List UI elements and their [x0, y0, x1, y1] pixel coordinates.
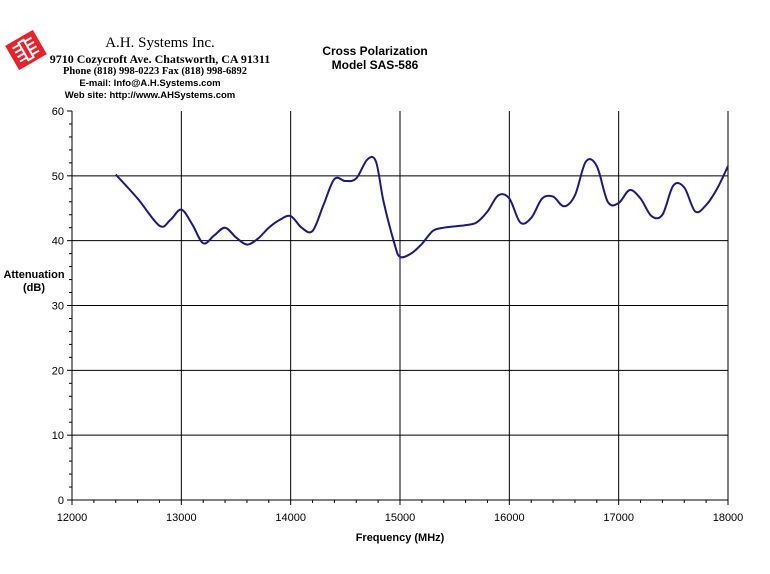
y-tick-label: 40 [52, 236, 64, 248]
x-tick-label: 14000 [275, 512, 306, 524]
y-tick-label: 30 [52, 301, 64, 313]
y-axis-label: Attenuation [3, 269, 64, 281]
company-address: 9710 Cozycroft Ave. Chatsworth, CA 91311 [49, 52, 271, 66]
chart-title: Cross Polarization Model SAS-586 [300, 44, 450, 72]
x-axis-label: Frequency (MHz) [356, 532, 445, 544]
x-tick-label: 18000 [713, 512, 744, 524]
company-website: Web site: http://www.AHSystems.com [64, 90, 236, 101]
chart-title-line1: Cross Polarization [322, 44, 428, 58]
x-tick-label: 16000 [494, 512, 525, 524]
y-tick-label: 0 [58, 495, 64, 507]
company-header: A.H. Systems Inc. 9710 Cozycroft Ave. Ch… [0, 34, 300, 102]
y-tick-label: 20 [52, 365, 64, 377]
x-tick-label: 15000 [385, 512, 416, 524]
series-line [114, 155, 729, 259]
y-tick-label: 10 [52, 430, 64, 442]
y-axis-unit-label: (dB) [23, 282, 45, 294]
x-tick-label: 17000 [603, 512, 634, 524]
company-name: A.H. Systems Inc. [105, 35, 215, 51]
chart-title-line2: Model SAS-586 [331, 58, 419, 72]
x-tick-label: 12000 [57, 512, 88, 524]
y-tick-label: 50 [52, 171, 64, 183]
y-tick-label: 60 [52, 106, 64, 118]
x-tick-label: 13000 [166, 512, 197, 524]
company-phone: Phone (818) 998-0223 Fax (818) 998-6892 [62, 66, 248, 77]
ahs-logo-icon [5, 29, 47, 71]
company-email: E-mail: Info@A.H.Systems.com [79, 78, 221, 89]
